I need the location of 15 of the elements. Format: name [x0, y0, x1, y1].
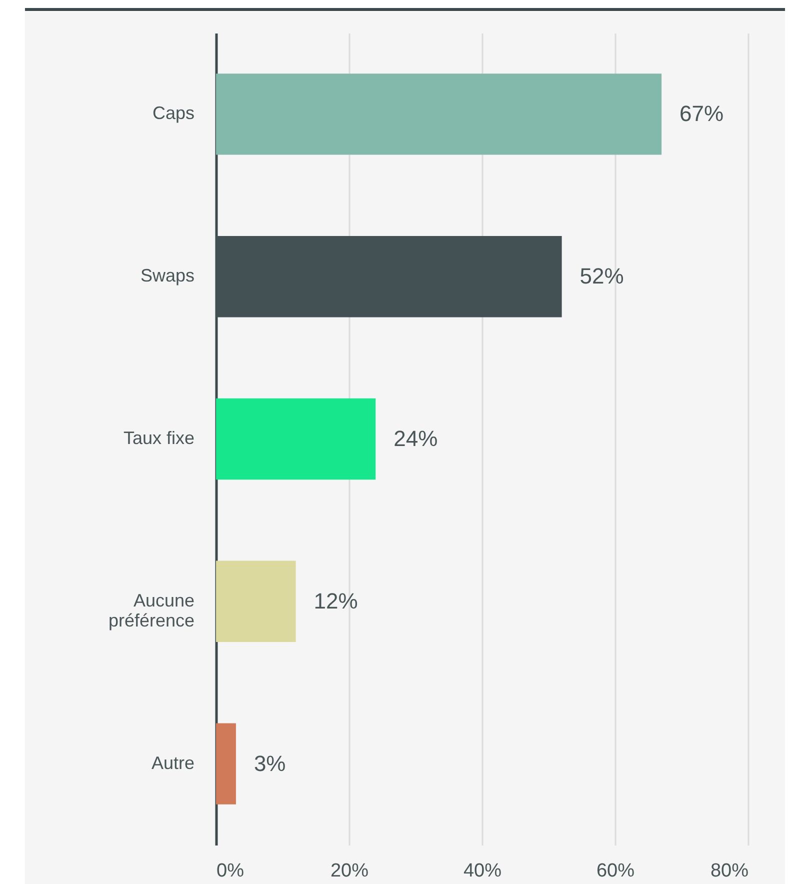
- data-label: 12%: [314, 588, 358, 614]
- data-label: 67%: [680, 101, 724, 126]
- x-tick-label: 80%: [710, 860, 749, 882]
- y-tick-label: Aucune préférence: [108, 590, 194, 630]
- x-tick-label: 40%: [463, 860, 502, 882]
- x-tick-label: 20%: [330, 860, 369, 882]
- data-label: 24%: [394, 426, 438, 451]
- y-tick-label: Autre: [151, 752, 194, 773]
- data-label: 52%: [580, 264, 624, 289]
- x-tick-label: 0%: [216, 860, 244, 882]
- data-label: 3%: [254, 750, 286, 776]
- y-tick-label: Swaps: [140, 266, 194, 286]
- y-tick-label: Taux fixe: [123, 428, 194, 448]
- x-tick-label: 60%: [596, 860, 635, 882]
- y-tick-label: Caps: [152, 103, 194, 124]
